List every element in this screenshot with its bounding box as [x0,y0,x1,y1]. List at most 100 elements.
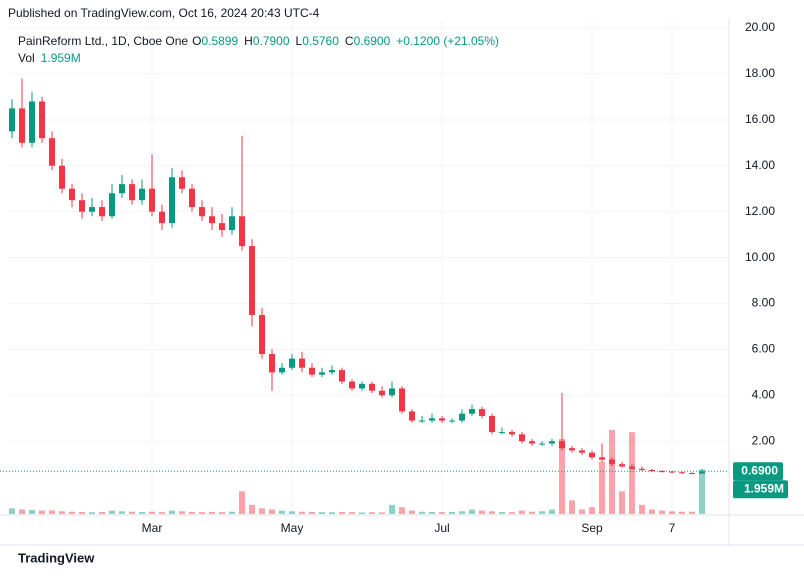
candle-body [109,193,115,217]
candle-body [419,420,425,422]
volume-bar [69,511,75,514]
volume-bar [189,511,195,514]
volume-bar [639,504,645,514]
volume-bar [269,509,275,514]
candle-body [549,441,555,444]
candle-body [489,415,495,433]
candle-body [529,441,535,444]
volume-bar [529,511,535,514]
volume-bar [119,511,125,514]
candle-body [389,388,395,396]
volume-bar [619,491,625,514]
ohlc-value: 0.5760 [302,34,339,48]
y-tick-label: 8.00 [752,296,776,310]
volume-bar [59,511,65,514]
candle-body [299,358,305,368]
candle-body [559,441,565,449]
candle-body [509,432,515,435]
candle-body [29,101,35,143]
candle-body [309,367,315,375]
legend: PainReform Ltd., 1D, Cboe One O0.5899 H0.7… [18,34,499,48]
candle-body [119,184,125,194]
volume-bar [599,461,605,514]
volume-bar [169,510,175,514]
candle-body [229,216,235,231]
candle-body [429,418,435,421]
x-tick-label: Sep [581,521,603,535]
volume-bar [459,511,465,514]
volume-bar [609,429,615,514]
candle-body [329,370,335,373]
x-tick-label: Mar [142,521,163,535]
volume-bar [489,511,495,514]
candle-body [289,358,295,368]
last-price-box [733,462,783,481]
y-tick-label: 20.00 [745,20,775,34]
volume-bar [19,509,25,514]
volume-bar [79,511,85,514]
volume-bar [499,511,505,514]
candle-body [59,165,65,189]
volume-bar [429,511,435,514]
volume-bar [129,511,135,514]
change: +0.1200 (+21.05%) [396,34,499,48]
candle-body [89,207,95,212]
footer[interactable]: TradingView [18,550,95,565]
candle-body [519,434,525,442]
volume-bar [699,469,705,514]
volume-bar [279,510,285,514]
candle-body [639,468,645,470]
last-volume-box [733,480,788,499]
volume-bar [349,512,355,514]
candle-body [79,200,85,212]
candle-body [269,354,275,373]
volume-bar [669,511,675,514]
candle-body [629,466,635,469]
candle-body [199,207,205,217]
ohlc-letter: C [345,34,354,48]
volume-bar [539,511,545,514]
volume-bar [679,511,685,514]
volume-bar [49,510,55,514]
candle-body [679,472,685,474]
y-tick-label: 4.00 [752,387,776,401]
volume-bar [659,510,665,514]
candle-body [219,223,225,231]
volume-bar [109,510,115,514]
candle-body [689,472,695,474]
candle-body [439,418,445,421]
ohlc-value: 0.7900 [253,34,290,48]
candle-body [409,411,415,421]
candle-body [209,216,215,224]
x-tick-label: Jul [434,521,449,535]
y-tick-label: 10.00 [745,250,775,264]
candle-body [379,390,385,396]
volume-bar [579,509,585,514]
candle-body [49,138,55,166]
candle-body [239,216,245,247]
y-tick-label: 6.00 [752,342,776,356]
volume-bar [369,512,375,514]
volume-bar [139,511,145,514]
volume-bar [309,511,315,514]
candle-body [459,413,465,421]
candle-body [499,432,505,434]
candle-body [69,188,75,201]
volume-name: Vol [18,51,35,65]
y-tick-label: 12.00 [745,204,775,218]
candle-body [369,383,375,391]
x-tick-label: May [281,521,304,535]
volume-bar [629,432,635,514]
candle-body [19,108,25,143]
volume-bar [479,510,485,514]
volume-bar [399,507,405,514]
volume-bar [149,511,155,514]
volume-bar [239,491,245,514]
y-tick-label: 18.00 [745,66,775,80]
volume-bar [229,511,235,514]
y-tick-label: 2.00 [752,433,776,447]
last-volume-label: 1.959M [744,481,784,495]
volume-bar [159,512,165,514]
candle-body [129,184,135,201]
ohlc-value: 0.5899 [201,34,238,48]
